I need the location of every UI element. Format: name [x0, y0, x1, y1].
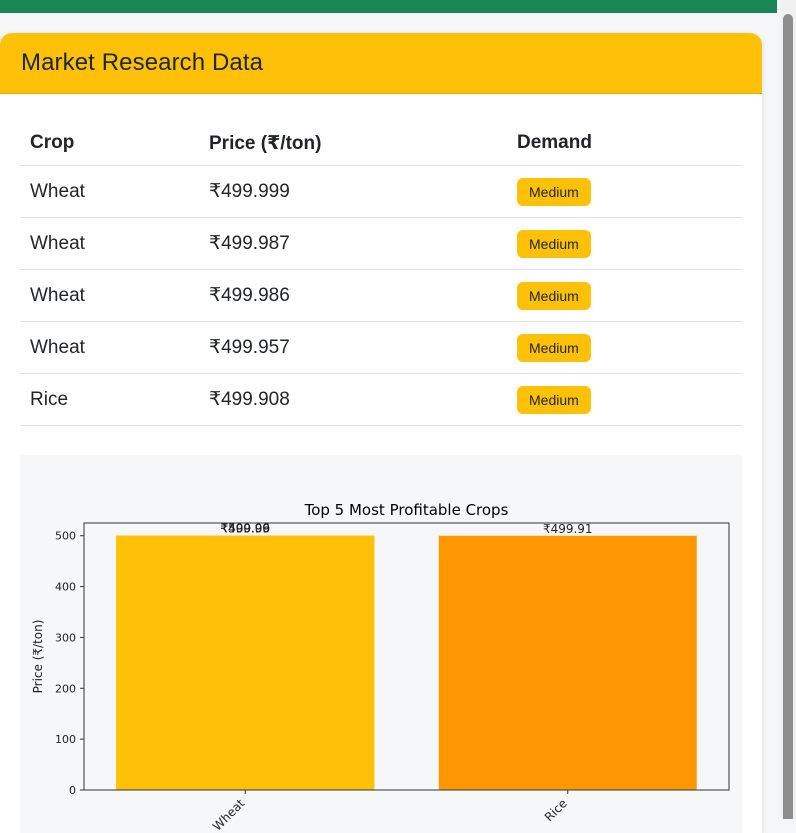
card-title: Market Research Data: [21, 49, 264, 76]
crop-cell: Wheat: [20, 217, 199, 270]
table-row: Wheat ₹499.987 Medium: [20, 217, 742, 270]
demand-cell: Medium: [507, 269, 742, 322]
table-row: Rice ₹499.908 Medium: [20, 373, 742, 426]
chart-title: Top 5 Most Profitable Crops: [304, 501, 509, 519]
x-tick-label: Wheat: [210, 796, 248, 833]
scrollbar-thumb[interactable]: [783, 14, 793, 819]
vertical-scrollbar[interactable]: [780, 0, 796, 819]
price-cell: ₹499.986: [199, 269, 507, 322]
table-row: Wheat ₹499.986 Medium: [20, 269, 742, 322]
demand-cell: Medium: [507, 165, 742, 218]
demand-badge: Medium: [517, 229, 591, 258]
table-row: Wheat ₹499.957 Medium: [20, 321, 742, 374]
table-header-row: Crop Price (₹/ton) Demand: [20, 121, 742, 166]
demand-cell: Medium: [507, 321, 742, 374]
crop-cell: Wheat: [20, 269, 199, 322]
y-tick-label: 300: [55, 631, 76, 644]
crop-cell: Rice: [20, 373, 199, 426]
price-cell: ₹499.908: [199, 373, 507, 426]
chart-bar: [116, 535, 375, 790]
chart-bar: [438, 535, 697, 790]
crop-cell: Wheat: [20, 321, 199, 374]
column-header-crop: Crop: [20, 121, 199, 166]
bar-value-label: ₹499.96: [220, 522, 270, 536]
y-tick-label: 0: [69, 784, 76, 797]
profit-chart: Top 5 Most Profitable Crops ₹500.00 ₹499.9…: [20, 455, 742, 833]
x-tick-label: Rice: [542, 796, 570, 824]
y-tick-label: 200: [55, 682, 76, 695]
price-cell: ₹499.957: [199, 321, 507, 374]
plot-frame: [83, 522, 730, 791]
column-header-demand: Demand: [507, 121, 742, 166]
bar-chart-svg: Top 5 Most Profitable Crops₹500.00₹499.9…: [31, 501, 730, 833]
price-cell: ₹499.987: [199, 217, 507, 270]
demand-badge: Medium: [517, 333, 591, 362]
demand-cell: Medium: [507, 217, 742, 270]
price-cell: ₹499.999: [199, 165, 507, 218]
y-axis-label: Price (₹/ton): [31, 620, 45, 694]
market-research-card: Market Research Data Crop Price (₹/ton) …: [0, 33, 762, 833]
bar-value-label: ₹499.91: [543, 522, 593, 536]
bar-value-label: ₹499.99: [220, 522, 270, 536]
y-tick-label: 500: [55, 530, 76, 543]
y-tick-label: 400: [55, 581, 76, 594]
table-row: Wheat ₹499.999 Medium: [20, 165, 742, 218]
bar-value-label: ₹499.99: [220, 522, 270, 536]
bar-value-label: ₹500.00: [220, 522, 270, 536]
top-navbar-strip: [0, 0, 777, 13]
column-header-price: Price (₹/ton): [199, 121, 507, 166]
market-table: Crop Price (₹/ton) Demand Wheat ₹499.999…: [20, 121, 742, 426]
crop-cell: Wheat: [20, 165, 199, 218]
demand-badge: Medium: [517, 177, 591, 206]
demand-cell: Medium: [507, 373, 742, 426]
card-header: Market Research Data: [0, 33, 762, 94]
demand-badge: Medium: [517, 281, 591, 310]
y-tick-label: 100: [55, 733, 76, 746]
demand-badge: Medium: [517, 385, 591, 414]
